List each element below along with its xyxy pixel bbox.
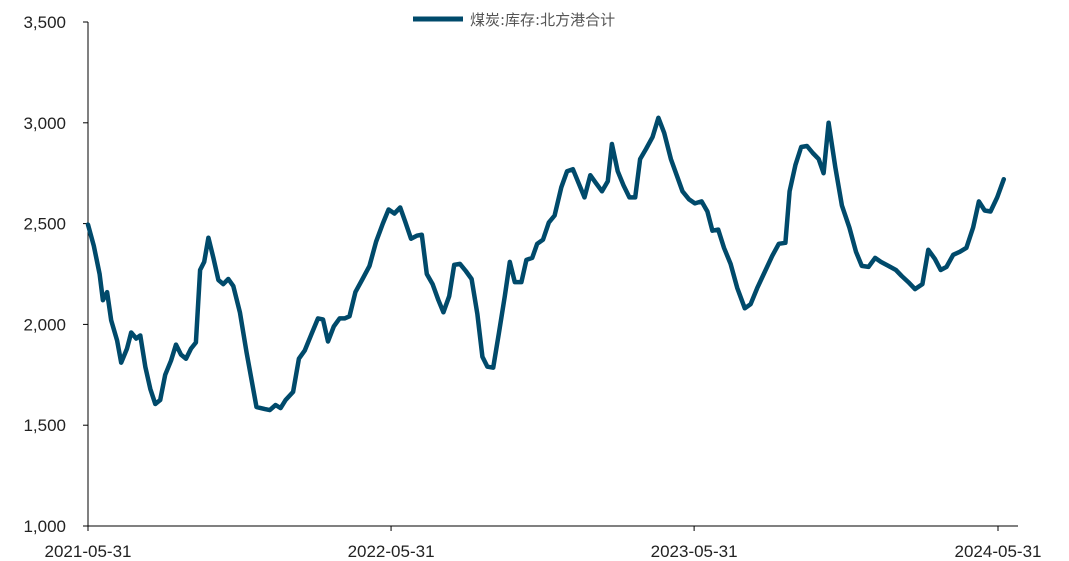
axes: 1,000 1,500 2,000 2,500 3,000 3,500 2021-05-31…: [23, 13, 1041, 561]
x-tick-label: 2022-05-31: [348, 542, 435, 561]
y-tick-label: 2,000: [23, 315, 66, 334]
legend: 煤炭:库存:北方港合计: [413, 11, 615, 29]
series-layer: [85, 115, 1007, 413]
y-tick-label: 1,000: [23, 517, 66, 536]
y-tick-label: 3,000: [23, 114, 66, 133]
x-tick-label: 2024-05-31: [955, 542, 1042, 561]
y-tick-label: 2,500: [23, 215, 66, 234]
x-tick-label: 2021-05-31: [45, 542, 132, 561]
series-line: [85, 115, 1007, 413]
legend-label: 煤炭:库存:北方港合计: [470, 11, 615, 29]
x-tick-label: 2023-05-31: [651, 542, 738, 561]
y-tick-label: 3,500: [23, 13, 66, 32]
y-tick-label: 1,500: [23, 416, 66, 435]
